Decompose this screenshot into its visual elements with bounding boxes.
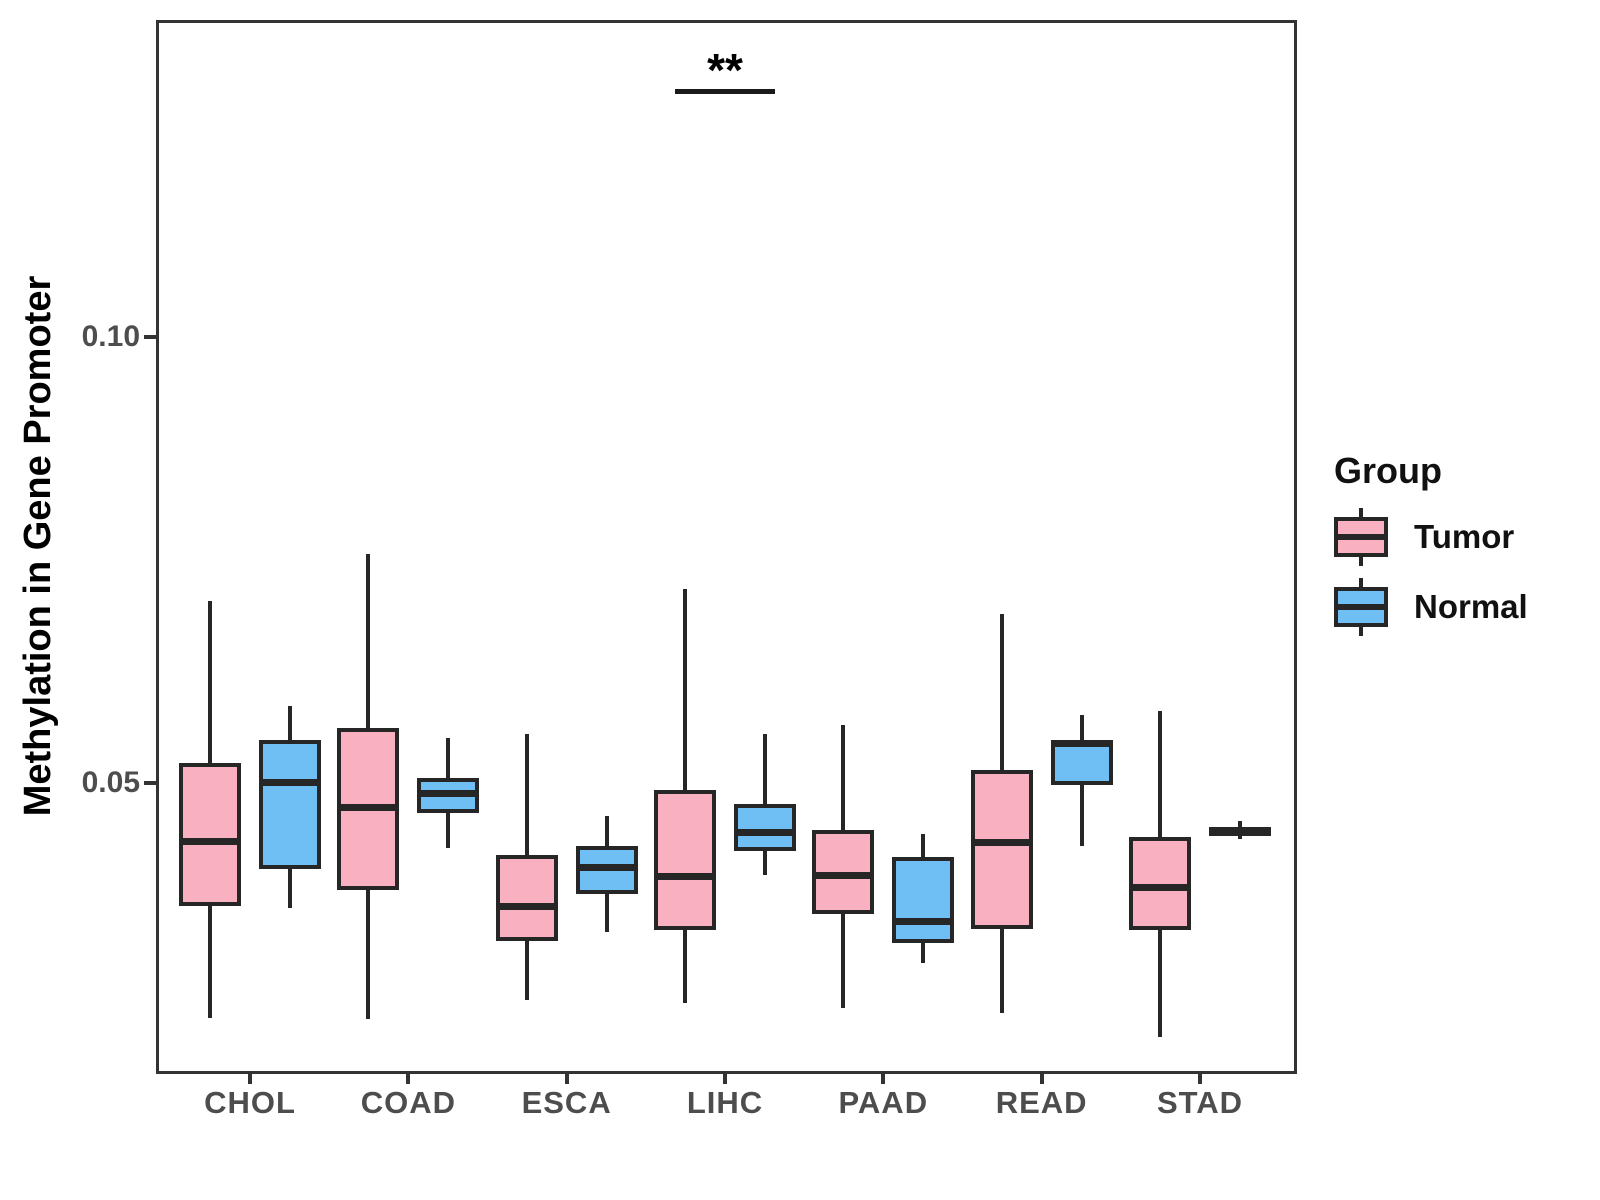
- box-STAD-Tumor: [1128, 837, 1191, 931]
- x-tick-ESCA: [564, 1071, 569, 1084]
- x-label-READ: READ: [995, 1085, 1088, 1120]
- legend-title: Group: [1334, 450, 1442, 491]
- x-label-LIHC: LIHC: [686, 1085, 764, 1120]
- y-tick-0.05: [144, 781, 157, 785]
- y-axis-title: Methylation in Gene Promoter: [17, 275, 59, 817]
- median-CHOL-Normal: [259, 778, 321, 786]
- y-tick-0.10: [144, 335, 157, 339]
- median-STAD-Tumor: [1128, 883, 1191, 891]
- box-PAAD-Tumor: [812, 830, 875, 915]
- significance-label-LIHC: **: [707, 44, 743, 97]
- legend-item-normal: Normal: [1332, 578, 1600, 636]
- y-tick-label-0.05: 0.05: [81, 766, 140, 799]
- box-CHOL-Tumor: [179, 763, 241, 907]
- median-LIHC-Normal: [733, 828, 796, 836]
- box-LIHC-Normal: [733, 804, 796, 851]
- median-ESCA-Normal: [575, 864, 638, 872]
- median-ESCA-Tumor: [495, 903, 558, 911]
- legend-label-tumor: Tumor: [1414, 518, 1515, 555]
- median-PAAD-Normal: [892, 917, 955, 925]
- tumor-boxplot-key-icon: [1332, 508, 1390, 566]
- x-tick-COAD: [406, 1071, 411, 1084]
- x-tick-LIHC: [722, 1071, 727, 1084]
- whisker-LIHC-Normal: [762, 733, 767, 875]
- x-tick-READ: [1039, 1071, 1044, 1084]
- x-tick-CHOL: [248, 1071, 252, 1084]
- x-label-CHOL: CHOL: [204, 1085, 296, 1120]
- median-CHOL-Tumor: [179, 838, 241, 846]
- y-tick-label-0.10: 0.10: [81, 320, 140, 353]
- median-COAD-Normal: [417, 790, 480, 798]
- median-COAD-Tumor: [337, 803, 400, 811]
- legend-item-tumor: Tumor: [1332, 508, 1600, 566]
- normal-boxplot-key-icon: [1332, 578, 1390, 636]
- box-CHOL-Normal: [259, 740, 321, 869]
- median-READ-Normal: [1050, 740, 1113, 748]
- x-label-ESCA: ESCA: [521, 1085, 612, 1120]
- x-tick-PAAD: [881, 1071, 886, 1084]
- box-READ-Tumor: [970, 769, 1033, 930]
- x-label-PAAD: PAAD: [838, 1085, 929, 1120]
- significance-bar-LIHC: [674, 89, 775, 95]
- x-tick-STAD: [1197, 1071, 1202, 1084]
- median-PAAD-Tumor: [812, 872, 875, 880]
- box-PAAD-Normal: [892, 857, 955, 943]
- legend-label-normal: Normal: [1414, 588, 1528, 625]
- box-LIHC-Tumor: [653, 790, 716, 931]
- plot-panel: [156, 20, 1297, 1074]
- box-ESCA-Tumor: [495, 855, 558, 941]
- x-label-COAD: COAD: [360, 1085, 456, 1120]
- median-READ-Tumor: [970, 839, 1033, 847]
- legend: Group Tumor Normal: [1332, 450, 1600, 648]
- median-STAD-Normal: [1208, 826, 1271, 834]
- median-LIHC-Tumor: [653, 873, 716, 881]
- x-label-STAD: STAD: [1156, 1085, 1244, 1120]
